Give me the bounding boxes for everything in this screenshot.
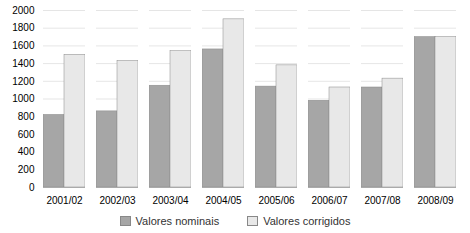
svg-text:1000: 1000 bbox=[12, 93, 35, 104]
svg-text:0: 0 bbox=[29, 182, 35, 193]
svg-text:400: 400 bbox=[18, 146, 35, 157]
svg-text:1200: 1200 bbox=[12, 76, 35, 87]
svg-text:2001/02: 2001/02 bbox=[46, 195, 83, 206]
svg-text:2002/03: 2002/03 bbox=[99, 195, 136, 206]
svg-text:800: 800 bbox=[18, 111, 35, 122]
svg-text:2008/09: 2008/09 bbox=[417, 195, 454, 206]
html-text:Valores nominais: Valores nominais bbox=[135, 215, 220, 227]
svg-text:1400: 1400 bbox=[12, 58, 35, 69]
html-text:Valores corrigidos: Valores corrigidos bbox=[263, 215, 351, 227]
svg-text:2003/04: 2003/04 bbox=[152, 195, 189, 206]
svg-text:600: 600 bbox=[18, 129, 35, 140]
svg-text:2000: 2000 bbox=[12, 5, 35, 16]
svg-text:2005/06: 2005/06 bbox=[258, 195, 295, 206]
svg-text:1800: 1800 bbox=[12, 22, 35, 33]
svg-text:1600: 1600 bbox=[12, 40, 35, 51]
svg-text:2004/05: 2004/05 bbox=[205, 195, 242, 206]
svg-text:2006/07: 2006/07 bbox=[311, 195, 348, 206]
svg-text:200: 200 bbox=[18, 164, 35, 175]
svg-text:2007/08: 2007/08 bbox=[364, 195, 401, 206]
